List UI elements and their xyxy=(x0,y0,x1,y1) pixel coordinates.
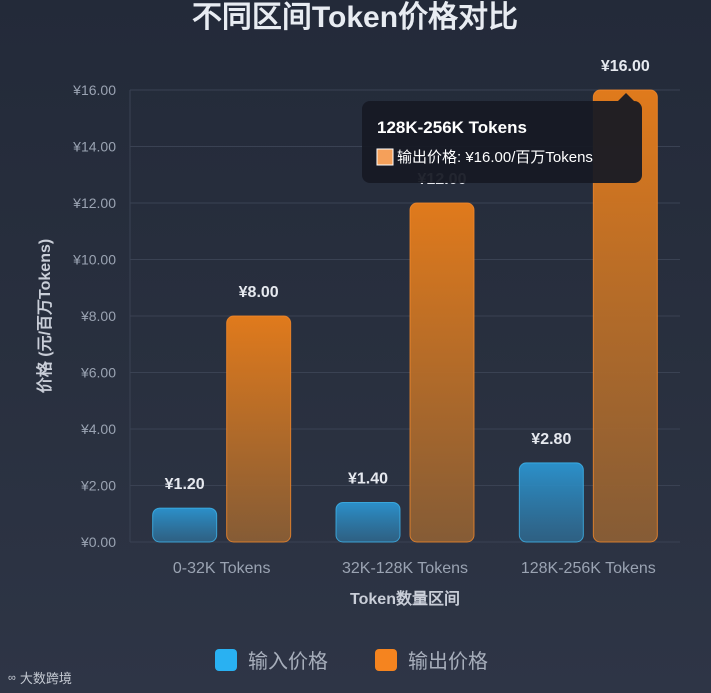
x-tick-label: 0-32K Tokens xyxy=(173,560,271,577)
bar-output-2 xyxy=(592,89,658,543)
y-tick-label: ¥2.00 xyxy=(80,478,116,494)
tooltip-swatch xyxy=(376,148,394,166)
tooltip: 128K-256K Tokens 输出价格: ¥16.00/百万Tokens xyxy=(362,93,642,183)
legend-swatch-output xyxy=(375,649,397,671)
tooltip-arrow xyxy=(618,93,634,101)
watermark: ∞ 大数跨境 xyxy=(8,668,72,687)
x-tick-label: 32K-128K Tokens xyxy=(342,560,468,577)
y-tick-label: ¥4.00 xyxy=(80,421,116,437)
gridlines xyxy=(129,89,680,543)
data-label: ¥8.00 xyxy=(239,284,279,301)
tooltip-box xyxy=(362,101,642,183)
y-tick-label: ¥14.00 xyxy=(72,139,116,155)
watermark-logo-icon: ∞ xyxy=(8,671,16,684)
bar-input-1 xyxy=(335,501,401,543)
bar-input-2 xyxy=(518,462,584,543)
bar-output-1 xyxy=(409,202,475,543)
bar-input-0 xyxy=(152,507,218,543)
watermark-text: 大数跨境 xyxy=(19,671,72,686)
legend[interactable]: 输入价格 输出价格 xyxy=(215,649,488,673)
y-axis-ticks: ¥0.00 ¥2.00 ¥4.00 ¥6.00 ¥8.00 ¥10.00 ¥12.00 ¥14… xyxy=(72,82,116,550)
data-label: ¥1.40 xyxy=(348,470,388,487)
tooltip-title: 128K-256K Tokens xyxy=(377,118,527,137)
y-tick-label: ¥8.00 xyxy=(80,308,116,324)
y-tick-label: ¥0.00 xyxy=(80,534,116,550)
y-axis-title: 价格 (元/百万Tokens) xyxy=(35,239,54,393)
legend-label-output: 输出价格 xyxy=(408,650,488,673)
data-label: ¥16.00 xyxy=(601,58,650,75)
x-tick-label: 128K-256K Tokens xyxy=(521,560,656,577)
legend-swatch-input xyxy=(215,649,237,671)
x-axis-title: Token数量区间 xyxy=(350,589,460,608)
y-tick-label: ¥10.00 xyxy=(72,252,116,268)
y-tick-label: ¥16.00 xyxy=(72,82,116,98)
x-axis-ticks: 0-32K Tokens 32K-128K Tokens 128K-256K Tok… xyxy=(173,560,656,577)
y-tick-label: ¥6.00 xyxy=(80,365,116,381)
bars xyxy=(152,89,658,543)
data-label: ¥2.80 xyxy=(531,431,571,448)
y-tick-label: ¥12.00 xyxy=(72,195,116,211)
chart-title: 不同区间Token价格对比 xyxy=(192,1,518,34)
bar-output-0 xyxy=(226,315,292,543)
legend-label-input: 输入价格 xyxy=(248,650,328,673)
tooltip-text: 输出价格: ¥16.00/百万Tokens xyxy=(397,149,593,166)
data-label: ¥1.20 xyxy=(165,476,205,493)
